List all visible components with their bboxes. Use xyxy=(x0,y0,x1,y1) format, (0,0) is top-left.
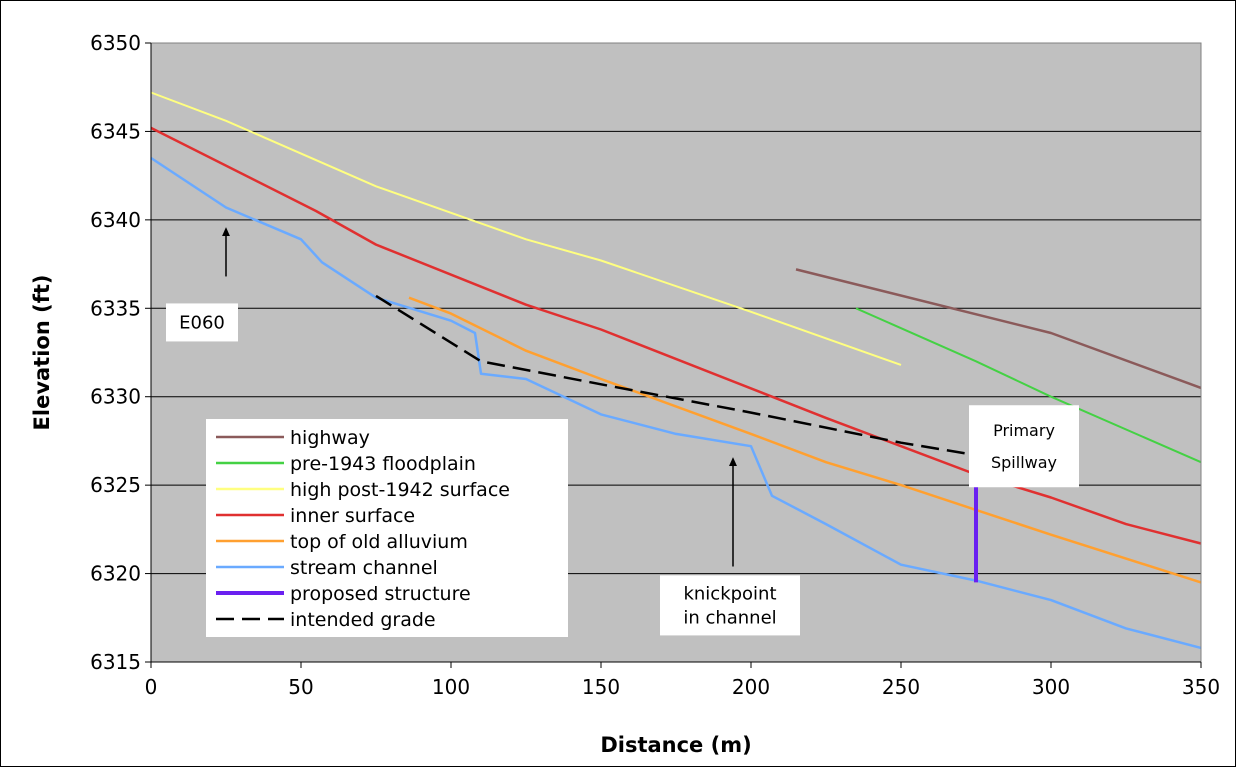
annotation-text-knickpoint: in channel xyxy=(683,607,776,628)
annotation-box-spillway xyxy=(969,405,1079,488)
legend: highway pre-1943 floodplain high post-1942… xyxy=(206,419,568,637)
x-tick-label: 300 xyxy=(1032,675,1070,699)
legend-label: proposed structure xyxy=(290,583,471,605)
annotation-box-knickpoint xyxy=(660,575,800,636)
legend-label: inner surface xyxy=(290,505,415,527)
series-line-0 xyxy=(795,268,1202,390)
annotation-text-knickpoint: knickpoint xyxy=(683,583,776,604)
legend-label: intended grade xyxy=(290,609,436,631)
y-tick-label: 6330 xyxy=(90,385,141,409)
x-tick-label: 350 xyxy=(1182,675,1220,699)
legend-label: pre-1943 floodplain xyxy=(290,453,476,475)
y-tick-label: 6320 xyxy=(90,562,141,586)
annotations: E060 knickpoint in channel Primary Spillway xyxy=(166,227,1079,636)
annotation-text-spillway: Spillway xyxy=(991,453,1057,472)
legend-box xyxy=(206,419,568,637)
annotation-text-e060: E060 xyxy=(179,312,225,333)
legend-label: stream channel xyxy=(290,557,438,579)
x-tick-label: 0 xyxy=(145,675,158,699)
series-line-1 xyxy=(855,307,1202,464)
legend-label: top of old alluvium xyxy=(290,531,468,553)
axes: 6315 6320 6325 6330 6335 6340 6345 6350 0 50 100 15… xyxy=(90,31,1220,699)
series-line-7 xyxy=(375,294,977,457)
y-tick-label: 6350 xyxy=(90,31,141,55)
annotation-text-spillway: Primary xyxy=(993,421,1055,440)
x-tick-label: 150 xyxy=(582,675,620,699)
y-tick-label: 6315 xyxy=(90,650,141,674)
series-line-3 xyxy=(150,126,1202,545)
y-axis-title: Elevation (ft) xyxy=(30,275,54,431)
x-tick-label: 100 xyxy=(432,675,470,699)
y-tick-label: 6335 xyxy=(90,296,141,320)
legend-label: high post-1942 surface xyxy=(290,479,510,501)
legend-label: highway xyxy=(290,427,370,449)
x-tick-label: 250 xyxy=(882,675,920,699)
annotation-box-e060 xyxy=(166,303,238,342)
y-tick-label: 6325 xyxy=(90,473,141,497)
y-tick-label: 6340 xyxy=(90,208,141,232)
x-axis-title: Distance (m) xyxy=(600,733,751,757)
y-tick-label: 6345 xyxy=(90,119,141,143)
series-line-4 xyxy=(408,296,1202,584)
series-line-2 xyxy=(150,91,902,366)
x-tick-label: 50 xyxy=(288,675,313,699)
x-tick-label: 200 xyxy=(732,675,770,699)
series-layer xyxy=(150,91,1202,650)
